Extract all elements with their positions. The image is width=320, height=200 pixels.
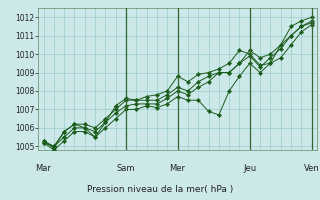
Text: Jeu: Jeu <box>243 164 256 173</box>
Text: Ven: Ven <box>304 164 319 173</box>
Text: Mar: Mar <box>36 164 52 173</box>
Text: Sam: Sam <box>117 164 135 173</box>
Text: Mer: Mer <box>170 164 186 173</box>
Text: Pression niveau de la mer( hPa ): Pression niveau de la mer( hPa ) <box>87 185 233 194</box>
